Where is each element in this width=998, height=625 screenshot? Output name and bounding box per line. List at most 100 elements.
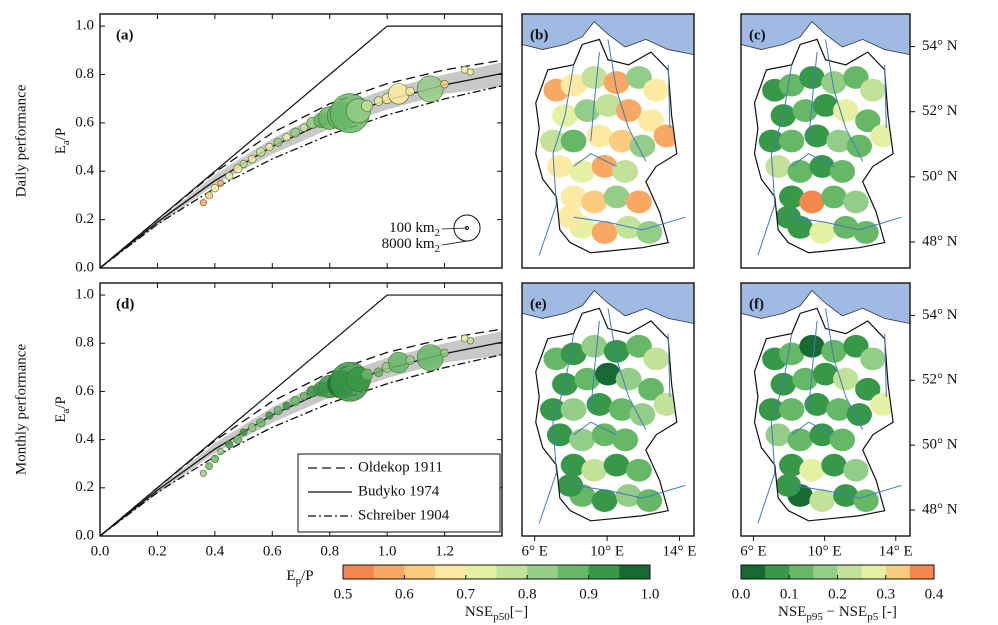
catchment bbox=[626, 66, 652, 89]
catchment-point bbox=[233, 435, 243, 445]
river bbox=[808, 52, 818, 142]
lon-tick-label: 14° E bbox=[663, 543, 697, 559]
river bbox=[590, 320, 600, 410]
frame bbox=[740, 13, 911, 269]
size-legend-label: 100 km2 bbox=[389, 220, 440, 238]
colorbar-bin bbox=[404, 565, 436, 579]
catchment bbox=[843, 190, 869, 214]
sea bbox=[741, 14, 910, 56]
catchment bbox=[787, 428, 813, 452]
catchment-point bbox=[239, 428, 248, 437]
lon-tick-label: 6° E bbox=[521, 543, 547, 559]
catchment bbox=[612, 160, 639, 183]
catchment bbox=[569, 160, 596, 183]
colorbar-bin bbox=[741, 565, 766, 579]
colorbar-bin bbox=[765, 565, 790, 579]
catchment-point bbox=[273, 137, 283, 147]
river bbox=[791, 216, 902, 231]
river bbox=[667, 64, 671, 129]
catchment-point bbox=[233, 164, 243, 174]
catchment-point bbox=[290, 396, 301, 406]
catchment bbox=[779, 129, 805, 153]
colorbar-tick-label: 0.3 bbox=[876, 586, 895, 602]
catchment-point bbox=[440, 348, 449, 358]
catchment bbox=[581, 334, 608, 358]
text-part: /P bbox=[301, 568, 314, 584]
lat-tick-label: 48° N bbox=[922, 233, 958, 249]
text-part: /P bbox=[53, 128, 69, 141]
catchment-point bbox=[248, 154, 257, 164]
catchment bbox=[557, 205, 584, 229]
lat-tick-label: 48° N bbox=[922, 501, 958, 517]
catchment bbox=[546, 423, 573, 447]
catchment-point bbox=[466, 337, 474, 345]
catchment-point bbox=[217, 448, 225, 456]
catchment bbox=[603, 185, 630, 209]
y-tick-label: 0.8 bbox=[75, 335, 94, 351]
lon-tick-label: 6° E bbox=[740, 543, 766, 559]
catchment bbox=[821, 339, 847, 363]
row-label: Daily performance bbox=[13, 84, 29, 197]
map-area bbox=[741, 283, 910, 536]
river bbox=[538, 333, 575, 524]
catchment bbox=[799, 458, 825, 482]
text-part: p95 bbox=[806, 611, 823, 623]
catchment bbox=[758, 398, 785, 421]
catchment bbox=[591, 489, 618, 512]
catchment bbox=[540, 129, 566, 153]
y-tick-label: 0.2 bbox=[75, 479, 94, 495]
catchment bbox=[591, 154, 618, 178]
catchment bbox=[591, 221, 618, 244]
colorbar-label: NSEp50[−] bbox=[465, 604, 528, 622]
frame bbox=[521, 282, 695, 537]
catchment bbox=[560, 342, 587, 366]
colorbar-tick-label: 0.4 bbox=[925, 586, 944, 602]
catchment-point bbox=[210, 184, 220, 193]
border bbox=[753, 307, 894, 522]
sea bbox=[741, 283, 910, 324]
river bbox=[538, 64, 575, 256]
catchment bbox=[608, 129, 635, 153]
y-tick-label: 0.6 bbox=[75, 383, 94, 399]
catchment bbox=[812, 362, 839, 386]
colorbar-tick-label: 0.9 bbox=[579, 586, 598, 602]
colorbar-tick-label: 0.2 bbox=[828, 586, 847, 602]
y-axis-label: Ea/P bbox=[53, 128, 71, 155]
catchment bbox=[638, 109, 664, 133]
panel-label: (a) bbox=[116, 27, 134, 43]
catchment bbox=[603, 339, 630, 363]
catchment-point bbox=[225, 440, 234, 449]
uncertainty-band bbox=[100, 331, 502, 536]
border bbox=[753, 38, 894, 254]
uncertainty-band bbox=[100, 62, 502, 268]
curve bbox=[99, 85, 503, 269]
panel-label: (d) bbox=[116, 296, 134, 312]
river bbox=[825, 308, 864, 430]
catchment bbox=[829, 160, 856, 183]
catchment-point bbox=[361, 368, 373, 381]
text-part: E bbox=[53, 414, 69, 423]
catchment bbox=[821, 453, 847, 477]
catchment bbox=[870, 124, 894, 148]
catchment bbox=[833, 367, 859, 391]
river bbox=[573, 153, 617, 167]
colorbar-bin bbox=[789, 565, 814, 579]
colorbar-bin bbox=[588, 565, 620, 579]
lon-tick-label: 10° E bbox=[590, 543, 624, 559]
x-tick-label: 0.8 bbox=[320, 543, 339, 559]
catchment bbox=[860, 78, 886, 102]
legend-label: Budyko 1974 bbox=[358, 483, 440, 499]
catchment bbox=[804, 393, 830, 416]
colorbar-bin bbox=[813, 565, 838, 579]
catchment bbox=[560, 185, 587, 209]
catchment-point bbox=[265, 143, 274, 152]
colorbar-tick-label: 0.7 bbox=[456, 586, 475, 602]
y-tick-label: 1.0 bbox=[75, 18, 94, 34]
lat-tick-label: 50° N bbox=[922, 437, 958, 453]
catchment bbox=[603, 71, 630, 95]
catchment-point bbox=[466, 68, 474, 76]
river bbox=[791, 484, 902, 499]
catchment bbox=[615, 99, 642, 122]
text-part: E bbox=[286, 568, 295, 584]
colorbar-bin bbox=[909, 565, 935, 579]
